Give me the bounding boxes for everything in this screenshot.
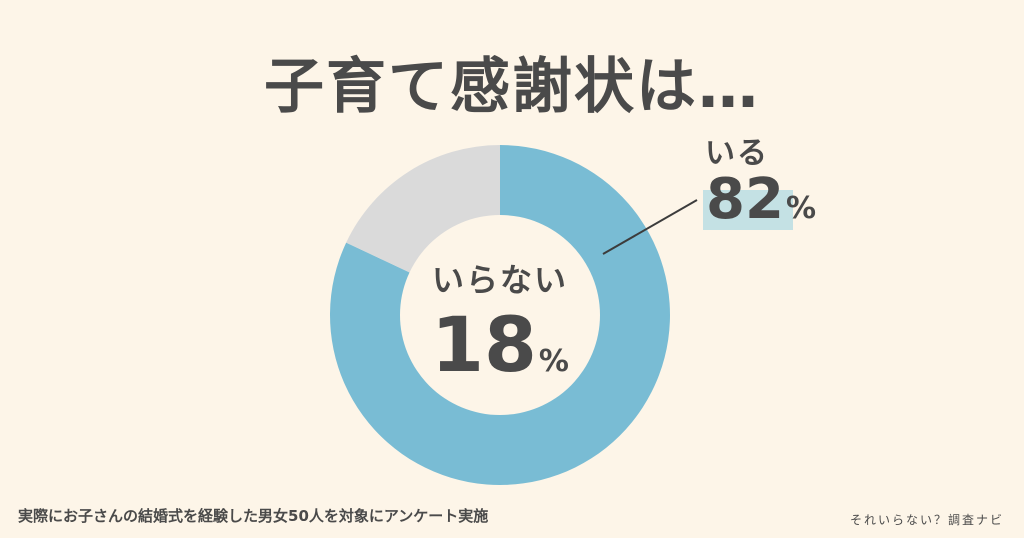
slice-label-iru: いる bbox=[705, 136, 769, 171]
value-highlight-iru bbox=[703, 190, 793, 230]
donut-hole bbox=[400, 215, 600, 415]
survey-footnote: 実際にお子さんの結婚式を経験した男女50人を対象にアンケート実施 bbox=[18, 507, 489, 525]
slice-value-iranai: 18% bbox=[431, 300, 569, 389]
chart-title: 子育て感謝状は… bbox=[264, 52, 760, 122]
slice-value-iru: 82% bbox=[706, 167, 816, 232]
slice-label-iranai: いらない bbox=[431, 261, 568, 299]
brand-logo-text: それいらない？調査ナビ bbox=[849, 513, 1004, 527]
leader-line-iru bbox=[602, 199, 698, 255]
